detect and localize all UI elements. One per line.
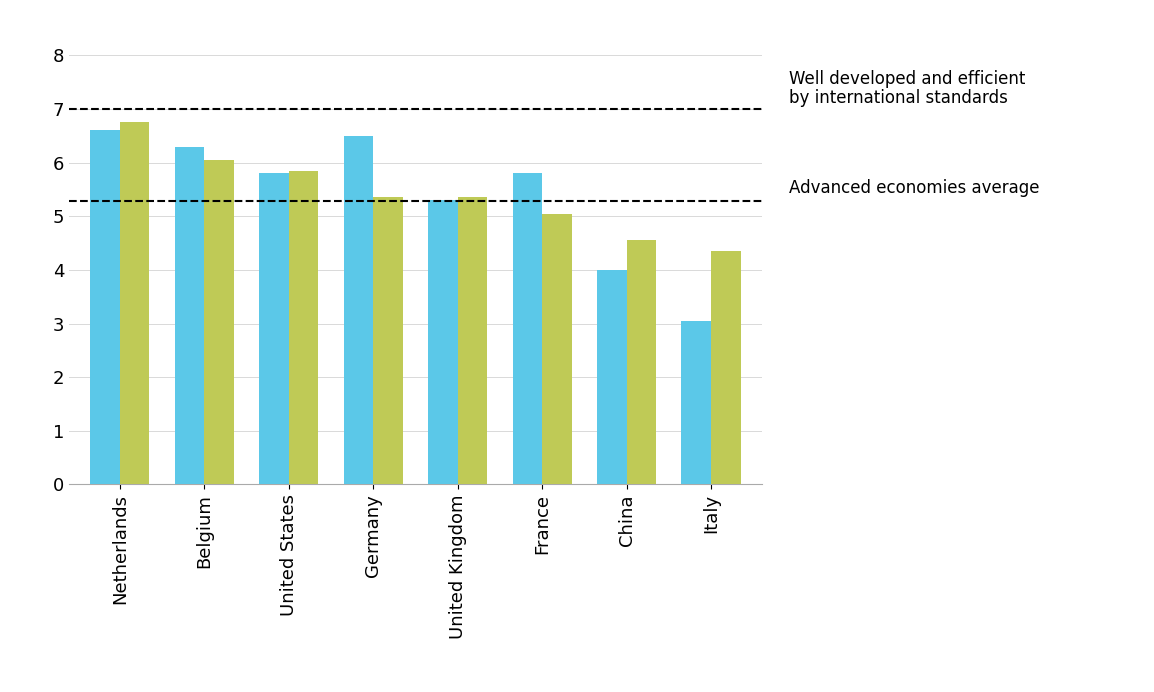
- Bar: [681, 321, 711, 484]
- Text: Advanced economies average: Advanced economies average: [789, 179, 1040, 197]
- Bar: [204, 160, 234, 484]
- Bar: [344, 136, 373, 484]
- Bar: [542, 214, 571, 484]
- Bar: [428, 200, 458, 484]
- Bar: [458, 197, 487, 484]
- Bar: [260, 174, 288, 484]
- Text: by international standards: by international standards: [789, 89, 1009, 107]
- Bar: [597, 270, 627, 484]
- Bar: [120, 122, 150, 484]
- Text: Well developed and efficient: Well developed and efficient: [789, 71, 1026, 89]
- Bar: [90, 130, 120, 484]
- Bar: [627, 240, 657, 484]
- Bar: [711, 251, 741, 484]
- Bar: [288, 171, 319, 484]
- Bar: [512, 174, 542, 484]
- Bar: [373, 197, 403, 484]
- Bar: [174, 147, 204, 484]
